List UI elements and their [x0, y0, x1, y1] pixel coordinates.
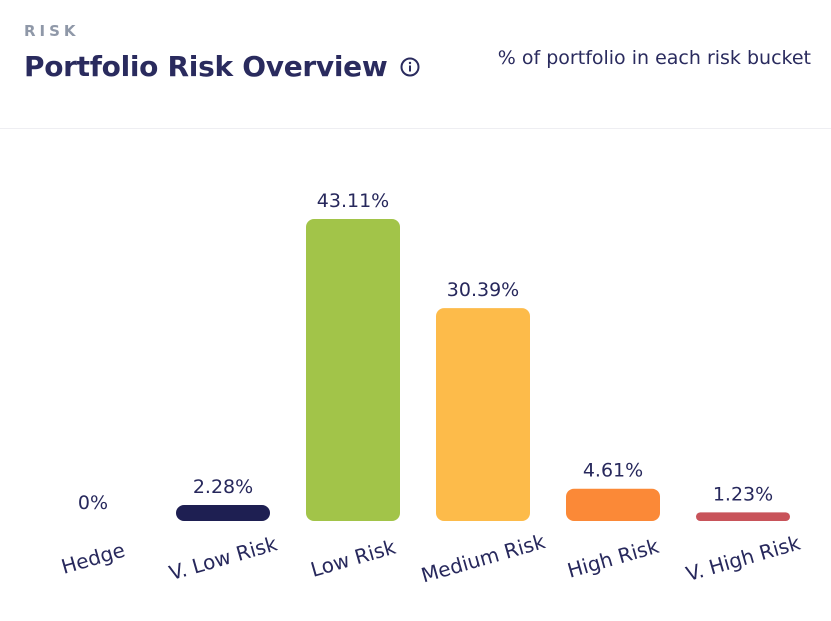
bar-low-risk[interactable]: [306, 219, 400, 521]
category-label: V. Low Risk: [166, 531, 280, 585]
category-label: High Risk: [565, 534, 662, 583]
bar-value-label: 0%: [78, 492, 108, 514]
bar-value-label: 4.61%: [583, 460, 643, 482]
category-label: Hedge: [58, 538, 127, 579]
title-row: Portfolio Risk Overview: [24, 50, 421, 83]
bar-high-risk[interactable]: [566, 488, 660, 521]
info-icon[interactable]: [399, 56, 421, 78]
page-title: Portfolio Risk Overview: [24, 50, 388, 83]
category-label: V. High Risk: [683, 530, 803, 586]
category-label: Medium Risk: [418, 529, 548, 587]
bar-value-label: 1.23%: [713, 483, 773, 505]
category-label: Low Risk: [308, 535, 399, 582]
card-header: RISK Portfolio Risk Overview % of portfo…: [0, 0, 831, 129]
bar-medium-risk[interactable]: [436, 308, 530, 521]
bar-value-label: 43.11%: [317, 190, 389, 212]
chart-subtitle: % of portfolio in each risk bucket: [497, 47, 811, 69]
section-eyebrow: RISK: [24, 22, 80, 40]
bar-value-label: 2.28%: [193, 476, 253, 498]
bar-v-high-risk[interactable]: [696, 512, 790, 521]
bar-value-label: 30.39%: [447, 279, 519, 301]
bar-v-low-risk[interactable]: [176, 505, 270, 521]
